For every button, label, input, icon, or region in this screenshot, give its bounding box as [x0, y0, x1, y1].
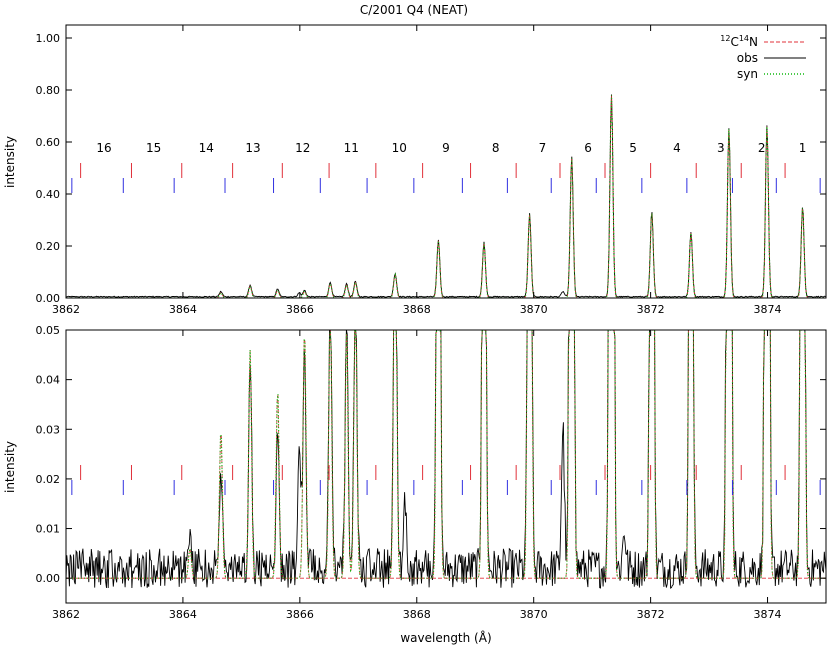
top-y-tick-label: 0.20 [36, 240, 61, 253]
top-plot-frame [65, 24, 827, 299]
rotational-line-number: 7 [539, 141, 547, 155]
bottom-y-tick-label: 0.04 [36, 374, 61, 387]
rotational-line-number: 10 [392, 141, 407, 155]
top-x-tick-label: 3868 [403, 303, 431, 316]
bottom-spectrum-panel: 3862 3864 3866 3868 3870 3872 3874 0.00 0.01 0.02… [3, 324, 827, 645]
rotational-line-number: 8 [492, 141, 500, 155]
legend-label-cn: 12C14N [720, 34, 758, 49]
bottom-plot-frame [65, 329, 827, 604]
bottom-series-cn [66, 330, 826, 579]
rotational-line-number: 13 [245, 141, 260, 155]
bottom-x-tick-label: 3862 [52, 608, 80, 621]
bottom-y-tick-label: 0.05 [36, 324, 61, 337]
rotational-line-number: 14 [199, 141, 214, 155]
rotational-line-number: 6 [584, 141, 592, 155]
legend-c: C [730, 35, 738, 49]
legend-sup-14: 14 [739, 34, 749, 43]
bottom-series-syn [66, 330, 826, 579]
legend-sup-12: 12 [720, 34, 730, 43]
top-y-tick-label: 0.40 [36, 188, 61, 201]
top-y-axis-label: intensity [3, 136, 17, 188]
rotational-line-number: 15 [146, 141, 161, 155]
rotational-line-number: 3 [717, 141, 725, 155]
bottom-y-tick-label: 0.01 [36, 523, 61, 536]
top-x-tick-label: 3870 [520, 303, 548, 316]
bottom-y-tick-label: 0.03 [36, 423, 61, 436]
top-x-tick-label: 3874 [754, 303, 782, 316]
rotational-line-number: 11 [344, 141, 359, 155]
bottom-x-tick-label: 3866 [286, 608, 314, 621]
bottom-x-tick-label: 3864 [169, 608, 197, 621]
bottom-x-tick-label: 3868 [403, 608, 431, 621]
rotational-line-number: 4 [673, 141, 681, 155]
top-x-tick-label: 3864 [169, 303, 197, 316]
bottom-x-tick-label: 3872 [637, 608, 665, 621]
rotational-line-number: 1 [799, 141, 807, 155]
top-x-tick-label: 3862 [52, 303, 80, 316]
rotational-line-number: 2 [758, 141, 766, 155]
rotational-line-number: 16 [96, 141, 111, 155]
bottom-x-tick-label: 3870 [520, 608, 548, 621]
rotational-line-number: 5 [629, 141, 637, 155]
legend: 12C14N obs syn [720, 34, 806, 81]
legend-label-obs: obs [737, 51, 758, 65]
top-y-tick-label: 0.00 [36, 292, 61, 305]
bottom-y-tick-label: 0.00 [36, 572, 61, 585]
bottom-y-tick-label: 0.02 [36, 473, 61, 486]
top-series-syn [66, 95, 826, 298]
top-x-tick-label: 3872 [637, 303, 665, 316]
bottom-y-axis-label: intensity [3, 441, 17, 493]
bottom-series-obs [66, 330, 826, 589]
x-axis-label: wavelength (Å) [400, 630, 491, 645]
rotational-line-number: 12 [295, 141, 310, 155]
top-spectrum-panel: 16 15 14 13 12 11 10 9 8 7 6 5 4 3 2 1 3862 3864 3866 3868… [3, 24, 827, 316]
top-series-obs [66, 94, 826, 298]
top-y-tick-label: 0.80 [36, 84, 61, 97]
top-x-tick-label: 3866 [286, 303, 314, 316]
rotational-line-number: 9 [442, 141, 450, 155]
legend-n: N [749, 35, 758, 49]
chart-title: C/2001 Q4 (NEAT) [360, 3, 468, 17]
top-y-tick-label: 1.00 [36, 32, 61, 45]
top-series-cn [66, 95, 826, 298]
bottom-x-tick-label: 3874 [754, 608, 782, 621]
legend-label-syn: syn [737, 67, 758, 81]
top-y-tick-label: 0.60 [36, 136, 61, 149]
